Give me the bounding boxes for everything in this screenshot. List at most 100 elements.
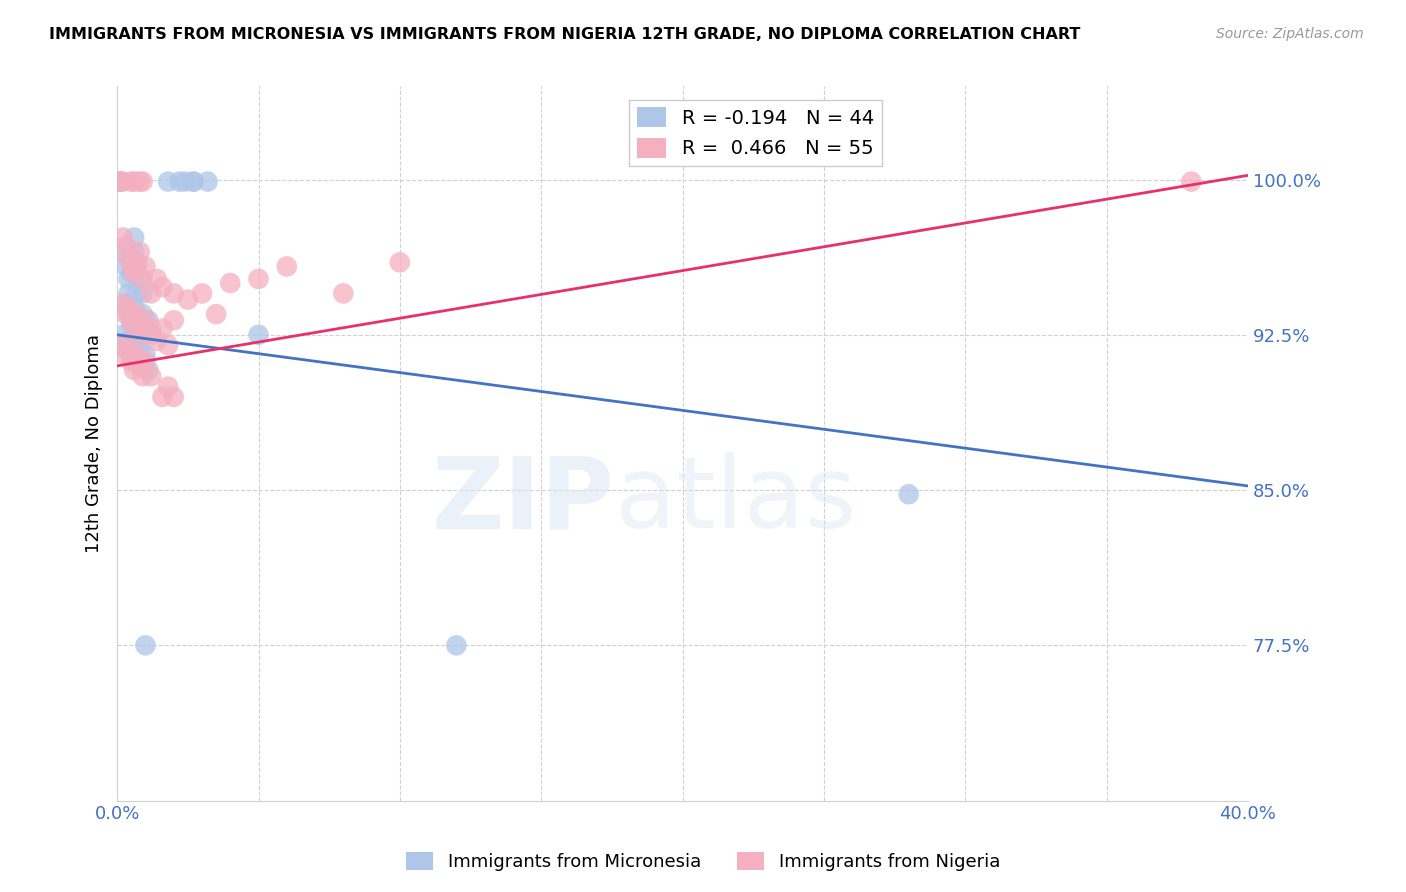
Point (219, 276, 242, 290)
Point (108, 175, 131, 189)
Point (117, 307, 139, 321)
Point (128, 272, 150, 286)
Point (157, 175, 180, 189)
Point (152, 280, 174, 294)
Point (120, 318, 142, 332)
Point (183, 175, 205, 189)
Point (177, 293, 200, 307)
Point (111, 175, 134, 189)
Point (111, 297, 134, 311)
Point (152, 390, 174, 404)
Point (120, 175, 142, 189)
Y-axis label: 12th Grade, No Diploma: 12th Grade, No Diploma (86, 334, 103, 553)
Point (1180, 175, 1202, 189)
Point (122, 175, 145, 189)
Point (122, 244, 145, 259)
Point (117, 286, 139, 301)
Point (117, 301, 139, 315)
Point (128, 175, 150, 189)
Point (122, 338, 145, 352)
Point (117, 334, 139, 348)
Point (122, 266, 145, 280)
Point (114, 307, 136, 321)
Point (114, 260, 136, 274)
Legend: Immigrants from Micronesia, Immigrants from Nigeria: Immigrants from Micronesia, Immigrants f… (399, 845, 1007, 879)
Point (128, 244, 150, 259)
Point (125, 307, 148, 321)
Point (163, 313, 186, 327)
Point (111, 230, 134, 244)
Point (136, 313, 159, 327)
Point (131, 327, 153, 342)
Point (163, 390, 186, 404)
Point (139, 286, 162, 301)
Point (134, 355, 156, 369)
Point (897, 487, 920, 501)
Point (169, 175, 191, 189)
Point (128, 321, 150, 335)
Point (139, 321, 162, 335)
Point (128, 359, 150, 373)
Point (108, 175, 131, 189)
Point (122, 321, 145, 335)
Point (446, 638, 468, 652)
Point (122, 230, 145, 244)
Point (131, 307, 153, 321)
Point (145, 272, 167, 286)
Point (131, 272, 153, 286)
Point (163, 286, 186, 301)
Point (114, 343, 136, 357)
Point (111, 338, 134, 352)
Text: IMMIGRANTS FROM MICRONESIA VS IMMIGRANTS FROM NIGERIA 12TH GRADE, NO DIPLOMA COR: IMMIGRANTS FROM MICRONESIA VS IMMIGRANTS… (49, 27, 1081, 42)
Point (247, 272, 270, 286)
Point (136, 363, 159, 377)
Point (191, 286, 214, 301)
Point (125, 260, 148, 274)
Point (131, 175, 153, 189)
Point (120, 349, 142, 363)
Point (125, 255, 148, 269)
Point (128, 343, 150, 357)
Point (108, 175, 131, 189)
Point (117, 272, 139, 286)
Point (276, 260, 298, 274)
Point (131, 359, 153, 373)
Point (332, 286, 354, 301)
Point (120, 266, 142, 280)
Point (205, 307, 228, 321)
Point (134, 313, 156, 327)
Point (125, 355, 148, 369)
Point (128, 318, 150, 332)
Text: atlas: atlas (614, 452, 856, 549)
Point (125, 349, 148, 363)
Point (120, 260, 142, 274)
Point (125, 286, 148, 301)
Point (117, 343, 139, 357)
Point (152, 321, 174, 335)
Text: Source: ZipAtlas.com: Source: ZipAtlas.com (1216, 27, 1364, 41)
Point (134, 349, 156, 363)
Point (120, 355, 142, 369)
Point (111, 327, 134, 342)
Point (131, 286, 153, 301)
Point (197, 175, 219, 189)
Point (157, 338, 180, 352)
Point (145, 334, 167, 348)
Point (134, 260, 156, 274)
Point (114, 349, 136, 363)
Point (114, 297, 136, 311)
Point (183, 175, 205, 189)
Point (122, 363, 145, 377)
Point (139, 369, 162, 384)
Point (122, 301, 145, 315)
Point (117, 251, 139, 265)
Point (139, 327, 162, 342)
Text: ZIP: ZIP (432, 452, 614, 549)
Point (120, 251, 142, 265)
Point (157, 379, 180, 393)
Point (174, 175, 197, 189)
Point (111, 244, 134, 259)
Point (125, 313, 148, 327)
Legend: R = -0.194   N = 44, R =  0.466   N = 55: R = -0.194 N = 44, R = 0.466 N = 55 (630, 100, 882, 166)
Point (134, 638, 156, 652)
